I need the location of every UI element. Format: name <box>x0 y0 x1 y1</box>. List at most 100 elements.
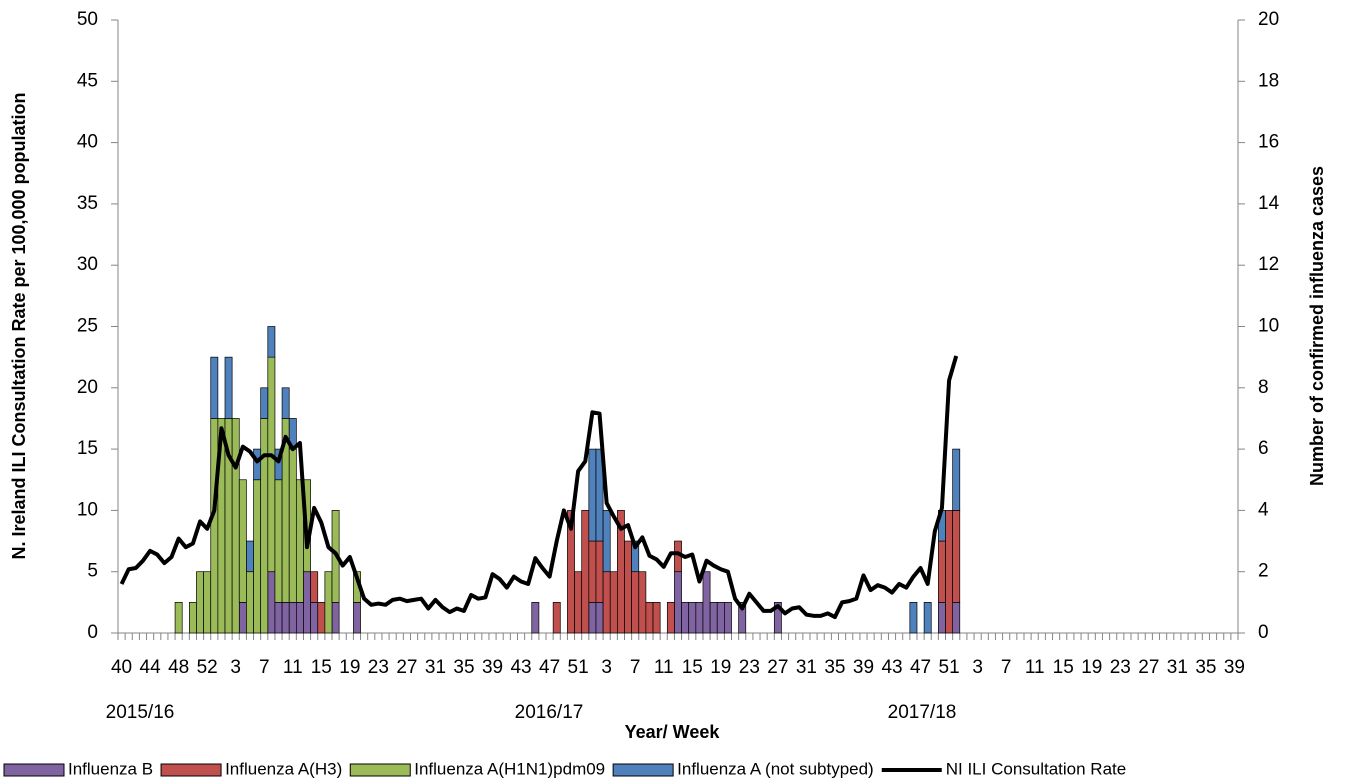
bar <box>267 356 276 573</box>
x-tick-label: 47 <box>539 657 560 678</box>
y2-axis-title: Number of confirmed influenza cases <box>1307 166 1327 486</box>
x-tick-label: 7 <box>1001 657 1012 678</box>
bar <box>246 540 254 573</box>
bar <box>281 387 290 419</box>
x-tick-label: 40 <box>111 657 132 678</box>
bar <box>923 601 932 634</box>
bar <box>588 540 597 603</box>
x-tick-label: 47 <box>910 657 931 678</box>
x-tick-label: 3 <box>972 657 983 678</box>
bar <box>260 418 269 634</box>
bar <box>552 601 561 634</box>
legend-swatch <box>612 763 674 777</box>
bar <box>574 571 583 634</box>
bar <box>631 571 640 634</box>
x-tick-label: 27 <box>1138 657 1159 678</box>
bar <box>260 387 269 419</box>
x-tick-label: 35 <box>824 657 845 678</box>
x-tick-label: 44 <box>140 657 162 678</box>
y-tick-label: 0 <box>87 622 98 643</box>
bar <box>267 571 276 634</box>
y-tick-label: 40 <box>77 132 98 153</box>
bar <box>952 448 961 511</box>
bar <box>909 601 918 634</box>
bar <box>602 510 611 573</box>
x-tick-label: 23 <box>1110 657 1131 678</box>
bar <box>353 601 361 634</box>
bar <box>253 448 262 481</box>
line <box>119 355 959 620</box>
x-tick-label: 52 <box>197 657 218 678</box>
x-tick-label: 27 <box>396 657 417 678</box>
y-tick-label: 50 <box>77 9 98 30</box>
x-tick-label: 15 <box>311 657 332 678</box>
x-tick-label: 27 <box>767 657 788 678</box>
bar <box>267 326 276 358</box>
y-tick-label: 35 <box>77 193 98 214</box>
bar <box>188 601 197 634</box>
y-tick-label: 5 <box>87 561 98 582</box>
bar <box>738 601 747 634</box>
x-tick-label: 31 <box>1167 657 1188 678</box>
x-group-label: 2015/16 <box>106 702 175 723</box>
bar <box>702 571 711 634</box>
x-tick-label: 31 <box>796 657 817 678</box>
y2-tick-label: 12 <box>1258 254 1279 275</box>
bar <box>716 601 725 634</box>
x-tick-label: 51 <box>939 657 960 678</box>
bar <box>274 601 283 634</box>
bar <box>196 571 204 634</box>
bar <box>695 601 704 634</box>
bar <box>674 571 682 634</box>
y2-tick-label: 4 <box>1258 499 1269 520</box>
y-tick-label: 20 <box>77 377 98 398</box>
x-tick-label: 43 <box>881 657 902 678</box>
x-tick-label: 31 <box>425 657 446 678</box>
y-tick-label: 15 <box>77 438 98 459</box>
bar <box>581 510 590 634</box>
x-tick-label: 19 <box>710 657 731 678</box>
x-axis-title: Year/ Week <box>625 722 721 742</box>
bar <box>303 571 311 634</box>
y-tick-label: 25 <box>77 316 98 337</box>
y2-tick-label: 8 <box>1258 377 1269 398</box>
bar <box>210 356 219 419</box>
legend-label: Influenza A(H1N1)pdm09 <box>414 759 605 778</box>
y2-tick-label: 20 <box>1258 9 1279 30</box>
bar <box>652 601 661 634</box>
y2-tick-label: 6 <box>1258 438 1269 459</box>
bar <box>666 601 675 634</box>
legend-label: Influenza A(H3) <box>225 759 342 778</box>
bar <box>624 540 632 634</box>
bar <box>531 601 540 634</box>
x-tick-label: 11 <box>283 657 303 678</box>
bar <box>773 601 782 634</box>
bar <box>952 510 961 603</box>
y2-tick-label: 14 <box>1258 193 1280 214</box>
bar <box>310 601 319 634</box>
bar <box>253 479 262 634</box>
bar <box>609 571 618 634</box>
y-tick-label: 45 <box>77 70 98 91</box>
bar <box>324 571 333 634</box>
bar <box>174 601 183 634</box>
x-tick-label: 43 <box>510 657 531 678</box>
bar <box>709 601 718 634</box>
bar <box>238 479 247 603</box>
x-tick-label: 23 <box>368 657 389 678</box>
legend-swatch <box>349 763 411 777</box>
bar <box>288 601 297 634</box>
bar <box>246 571 254 634</box>
x-tick-label: 39 <box>482 657 503 678</box>
x-tick-label: 19 <box>339 657 360 678</box>
bar <box>210 418 219 634</box>
bar <box>938 540 946 603</box>
legend-swatch <box>3 763 65 777</box>
bar <box>288 448 297 603</box>
bar <box>945 510 953 634</box>
x-tick-label: 7 <box>259 657 270 678</box>
bar <box>952 601 961 634</box>
bar <box>588 448 597 542</box>
x-tick-label: 35 <box>1195 657 1216 678</box>
